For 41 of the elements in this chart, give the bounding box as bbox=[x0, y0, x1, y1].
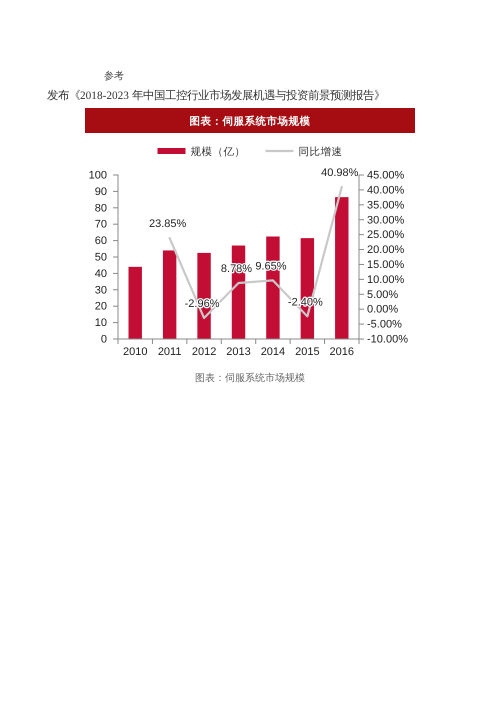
y2-tick-label: 5.00% bbox=[367, 288, 398, 301]
y-tick-label: 20 bbox=[94, 300, 107, 313]
text: 发布《2018-2023 年中国工控行业市场发展机遇与投资前景预测报告》 bbox=[47, 89, 385, 102]
y2-tick-label: 40.00% bbox=[367, 184, 405, 196]
y-tick-label: 30 bbox=[94, 284, 107, 296]
y2-tick-label: 0.00% bbox=[367, 304, 398, 316]
y-tick-label: 100 bbox=[88, 170, 107, 182]
y-tick-label: 70 bbox=[94, 218, 107, 231]
y-tick-label: 0 bbox=[100, 334, 107, 346]
bar bbox=[128, 266, 142, 339]
text: 图表：伺服系统市场规模 bbox=[195, 372, 305, 384]
x-tick-label: 2011 bbox=[158, 346, 182, 358]
legend-label: 同比增速 bbox=[298, 145, 342, 158]
bar bbox=[335, 197, 348, 339]
y-tick-label: 60 bbox=[94, 235, 107, 248]
x-tick-label: 2013 bbox=[226, 346, 251, 358]
chart-title: 图表：伺服系统市场规模 bbox=[190, 114, 310, 128]
y-tick-label: 50 bbox=[94, 252, 107, 264]
y2-tick-label: -10.00% bbox=[367, 334, 408, 346]
x-tick-label: 2010 bbox=[122, 346, 148, 358]
y2-tick-label: 45.00% bbox=[367, 170, 405, 182]
data-label: 23.85% bbox=[148, 218, 187, 230]
legend-label: 规模（亿） bbox=[190, 146, 246, 158]
text: 参考 bbox=[104, 70, 124, 82]
y-tick-label: 10 bbox=[94, 317, 107, 330]
y2-tick-label: 15.00% bbox=[367, 258, 405, 271]
x-tick-label: 2016 bbox=[330, 346, 354, 358]
x-tick-label: 2014 bbox=[260, 346, 286, 358]
x-tick-label: 2012 bbox=[192, 346, 216, 358]
y-tick-label: 90 bbox=[94, 186, 107, 198]
data-label: 40.98% bbox=[321, 166, 359, 179]
y2-tick-label: 30.00% bbox=[367, 214, 405, 226]
y-tick-label: 40 bbox=[94, 268, 107, 280]
y2-tick-label: 20.00% bbox=[367, 244, 405, 256]
y2-tick-label: 25.00% bbox=[367, 229, 405, 242]
y2-tick-label: -5.00% bbox=[367, 318, 402, 331]
y-tick-label: 80 bbox=[94, 202, 107, 214]
y2-tick-label: 35.00% bbox=[367, 199, 405, 212]
x-tick-label: 2015 bbox=[295, 346, 320, 358]
y2-tick-label: 10.00% bbox=[367, 274, 405, 286]
bar bbox=[162, 250, 176, 339]
